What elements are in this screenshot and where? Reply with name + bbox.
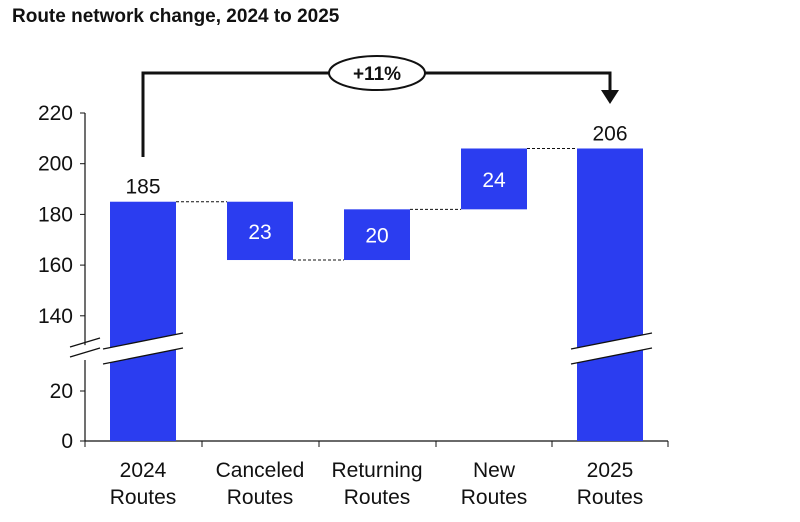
x-tick-label: Canceled [216, 459, 305, 482]
chart-title: Route network change, 2024 to 2025 [12, 6, 340, 27]
axis-break-slash [69, 347, 101, 358]
bar-3 [461, 148, 527, 210]
x-tick-label: Returning [331, 459, 422, 482]
axis-break-bar1-gap [103, 333, 183, 364]
x-tick-label: New [473, 459, 516, 482]
axis-break-bar1-slash [102, 347, 184, 365]
data-label: 20 [365, 225, 388, 248]
x-tick-label: 2024 [120, 459, 167, 482]
y-tick-label: 180 [38, 203, 73, 226]
data-label: 23 [248, 221, 271, 244]
y-tick-label: 160 [38, 254, 73, 277]
bar-4 [577, 148, 643, 442]
axis-break-bar5-slash [570, 347, 653, 365]
growth-label: +11% [353, 64, 401, 85]
data-label: 206 [592, 122, 627, 145]
x-tick-label: Routes [227, 486, 294, 509]
x-tick-label: Routes [110, 486, 177, 509]
axis-break-bar5-gap [571, 333, 652, 364]
axis-break-slash [69, 337, 101, 348]
data-label: 24 [482, 169, 506, 192]
bar-1 [227, 201, 293, 261]
bar-2 [344, 209, 410, 261]
x-tick-label: 2025 [587, 459, 634, 482]
y-tick-label: 0 [61, 430, 73, 453]
bar-0 [110, 201, 176, 441]
x-tick-label: Routes [577, 486, 644, 509]
y-tick-label: 220 [38, 102, 73, 125]
growth-arrowhead [601, 90, 619, 104]
x-tick-label: Routes [344, 486, 411, 509]
y-tick-label: 200 [38, 153, 73, 176]
axis-break-bar1-slash [102, 332, 184, 350]
x-tick-label: Routes [461, 486, 528, 509]
y-tick-label: 140 [38, 305, 73, 328]
growth-oval [328, 55, 426, 91]
y-tick-label: 20 [50, 380, 73, 403]
axis-break-bar5-slash [570, 332, 653, 350]
data-label: 185 [125, 176, 160, 199]
